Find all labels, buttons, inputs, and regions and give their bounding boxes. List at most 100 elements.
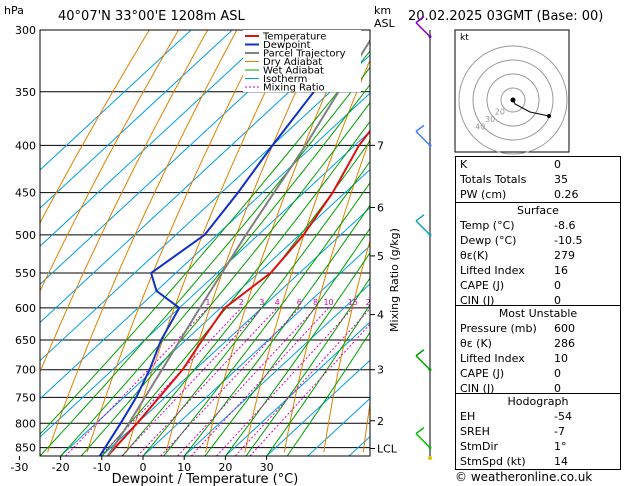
surface-row: Temp (°C) -8.6	[456, 218, 620, 233]
pressure-tick-label: 300	[15, 24, 36, 37]
wind-barb	[415, 130, 431, 146]
unstable-title: Most Unstable	[498, 307, 578, 320]
surface-value: -10.5	[554, 234, 583, 247]
wind-barb-dot	[428, 233, 432, 237]
surface-label: CIN (J)	[460, 294, 495, 307]
wet-adiabat-line	[101, 120, 370, 456]
index-label: Totals Totals	[460, 173, 527, 186]
wind-barb-dot	[428, 35, 432, 39]
mixing-ratio-label: 15	[348, 298, 358, 307]
hodograph-index-row: StmSpd (kt) 14	[456, 454, 620, 469]
pressure-tick-label: 650	[15, 334, 36, 347]
dry-adiabat-line	[40, 30, 209, 374]
mixing-ratio-label: 6	[297, 298, 302, 307]
unstable-value: 10	[554, 352, 568, 365]
legend-label: Wet Adiabat	[263, 66, 324, 77]
surface-row: θε(K) 279	[456, 248, 620, 263]
x-tick-label: 0	[140, 461, 147, 474]
isotherm-line	[40, 92, 370, 400]
mixing-ratio-line	[190, 307, 329, 456]
wet-adiabat-line	[266, 303, 370, 456]
surface-value: 0	[554, 294, 561, 307]
hodograph-index-panel: Hodograph EH -54 SREH -7 StmDir 1° StmSpd (kt)…	[455, 393, 621, 470]
unstable-label: CAPE (J)	[460, 367, 505, 380]
surface-label: Temp (°C)	[460, 219, 515, 232]
header-location: 40°07'N 33°00'E 1208m ASL	[58, 9, 246, 24]
hodograph-point	[510, 97, 516, 103]
index-row: Totals Totals 35	[456, 172, 620, 187]
mixing-ratio-label: 20	[366, 298, 376, 307]
x-tick-label: 20	[218, 461, 232, 474]
mixing-ratio-line	[249, 323, 370, 456]
isotherm-line	[266, 359, 370, 456]
surface-label: Dewp (°C)	[460, 234, 517, 247]
series-dewpoint	[98, 30, 357, 456]
pressure-tick-label: 700	[15, 364, 36, 377]
hodograph-unit: kt	[460, 33, 469, 43]
hodograph-index-value: 14	[554, 455, 568, 468]
unstable-value: 0	[554, 382, 561, 395]
x-tick-label: -30	[10, 461, 28, 474]
isotherm-line	[101, 206, 370, 456]
hodograph-index-label: StmDir	[460, 440, 499, 453]
surface-label: Lifted Index	[460, 264, 525, 277]
hodograph-ring	[458, 45, 568, 155]
hodograph-ring-label: 30	[485, 115, 495, 124]
hpa-label: hPa	[4, 4, 24, 17]
pressure-tick-label: 350	[15, 86, 36, 99]
plot-frame	[39, 29, 371, 457]
km-tick-label: 5	[377, 250, 384, 263]
pressure-tick-label: 750	[15, 391, 36, 404]
isotherm-line	[40, 30, 316, 286]
isotherm-line	[183, 283, 370, 456]
index-label: K	[460, 158, 468, 171]
surface-row: CIN (J) 0	[456, 293, 620, 308]
legend-label: Parcel Trajectory	[263, 49, 346, 60]
dry-adiabat-line	[244, 58, 370, 453]
pressure-tick-label: 400	[15, 139, 36, 152]
dry-adiabat-line	[47, 30, 238, 453]
legend-label: Dry Adiabat	[263, 57, 322, 68]
hodograph-index-row: EH -54	[456, 409, 620, 424]
x-tick-label: -20	[52, 461, 70, 474]
x-axis-label: Dewpoint / Temperature (°C)	[112, 472, 299, 486]
wind-barb	[415, 433, 431, 449]
legend-label: Mixing Ratio	[263, 83, 325, 94]
unstable-row: Pressure (mb) 600	[456, 321, 620, 336]
indices-panel: K 0 Totals Totals 35 PW (cm) 0.26	[455, 156, 621, 203]
mixing-ratio-line	[177, 307, 316, 456]
unstable-value: 286	[554, 337, 575, 350]
mixing-ratio-label: 1	[205, 298, 210, 307]
surface-value: 16	[554, 264, 568, 277]
footer-copyright: © weatheronline.co.uk	[455, 470, 593, 484]
index-value: 0	[554, 158, 561, 171]
unstable-label: θε (K)	[460, 337, 492, 350]
mixing-ratio-line	[121, 307, 263, 456]
isotherm-line	[40, 30, 274, 247]
hodograph-index-row: StmDir 1°	[456, 439, 620, 454]
hodograph-index-label: EH	[460, 410, 476, 423]
dry-adiabat-line	[40, 30, 150, 224]
hodograph-index-value: -54	[554, 410, 572, 423]
unstable-row: CAPE (J) 0	[456, 366, 620, 381]
legend-label: Dewpoint	[263, 40, 311, 51]
wind-barb-dot	[428, 446, 432, 450]
pressure-tick-label: 550	[15, 267, 36, 280]
unstable-panel: Most Unstable Pressure (mb) 600 θε (K) 286 L…	[455, 305, 621, 396]
wind-barb	[415, 220, 431, 236]
unstable-label: Pressure (mb)	[460, 322, 537, 335]
mixing-ratio-label: 3	[259, 298, 264, 307]
wind-barb	[415, 355, 431, 371]
wet-adiabat-line	[204, 227, 370, 456]
wind-barb-feather	[415, 124, 425, 132]
wind-barb-feather	[415, 16, 425, 24]
wet-adiabat-line	[245, 277, 370, 456]
wind-barb-feather	[415, 349, 425, 357]
pressure-tick-label: 850	[15, 442, 36, 455]
dry-adiabat-line	[323, 238, 370, 453]
hodograph-ring-label: 20	[495, 107, 505, 116]
hodograph-index-label: SREH	[460, 425, 490, 438]
